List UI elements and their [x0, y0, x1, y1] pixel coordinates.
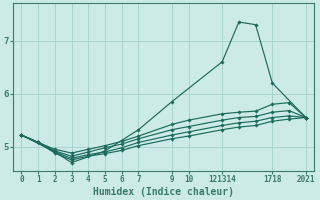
X-axis label: Humidex (Indice chaleur): Humidex (Indice chaleur): [93, 186, 234, 197]
